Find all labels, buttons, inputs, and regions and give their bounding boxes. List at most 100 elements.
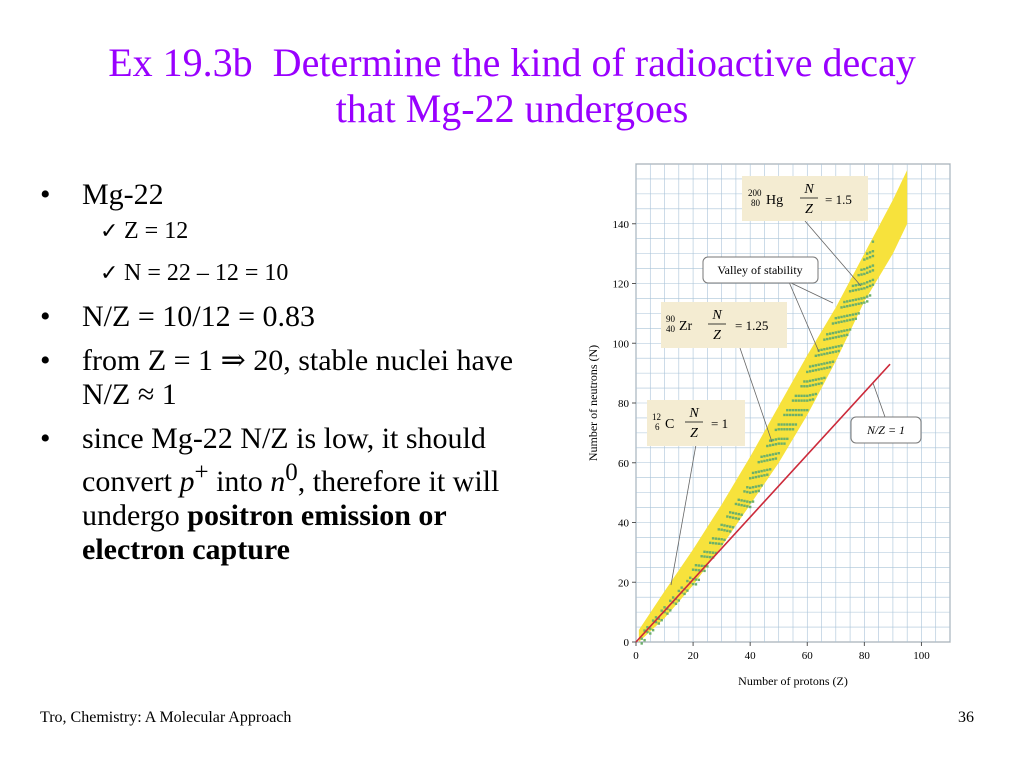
stable-nucleus-point [768,468,772,471]
stable-nucleus-point [646,626,649,629]
stable-nucleus-point [868,265,872,268]
stable-nucleus-point [754,490,758,493]
stable-nucleus-point [797,394,800,398]
stable-nucleus-point [860,287,863,291]
hg-isotope-numbers: 200 80 [748,188,762,208]
y-tick-label: 120 [613,279,630,291]
slide-number: 36 [958,709,974,726]
stable-nucleus-point [846,314,849,317]
stable-nucleus-point [746,505,749,508]
stable-nucleus-point [791,413,795,417]
stable-nucleus-point [714,551,718,555]
valley-leader-1 [788,281,834,304]
zr-frac-n: N [711,308,722,323]
y-tick-label: 40 [618,518,630,530]
stable-nucleus-point [703,569,706,573]
stable-nucleus-point [751,490,755,494]
stable-nucleus-point [831,346,835,349]
stable-nucleus-point [843,300,846,304]
x-tick-label: 100 [913,650,930,662]
stable-nucleus-point [868,284,872,288]
stable-nucleus-point [788,408,792,412]
stable-nucleus-point [794,394,798,398]
c-isotope-numbers: 12 6 [652,412,661,432]
stable-nucleus-point [780,423,783,426]
stable-nucleus-point [757,484,760,488]
stable-nucleus-point [689,576,692,579]
y-axis-ticks: 0 20 40 60 80 100 120 140 [613,219,636,649]
c-frac-n: N [688,406,699,421]
x-tick-label: 40 [745,650,757,662]
stable-nucleus-point [763,459,766,463]
stable-nucleus-point [786,428,789,431]
c-value: = 1 [711,416,728,431]
stable-nuclei [640,240,875,645]
stable-nucleus-point [763,454,766,458]
stable-nucleus-point [806,380,809,383]
stable-nucleus-point [843,319,846,323]
stable-nucleus-point [811,393,815,396]
stable-nucleus-point [794,408,798,412]
stable-nucleus-point [828,361,832,364]
zr-symbol: Zr [679,319,693,334]
stable-nucleus-point [826,347,829,350]
y-axis-label: Number of neutrons (N) [586,345,600,461]
stable-nucleus-point [783,442,786,445]
stable-nucleus-point [840,320,843,323]
valley-callout: Valley of stability [702,256,819,284]
stable-nucleus-point [780,442,783,445]
stable-nucleus-point [831,351,835,354]
x-tick-label: 0 [633,650,639,662]
stable-nucleus-point [768,439,772,442]
stable-nucleus-point [768,458,772,461]
stable-nucleus-point [751,500,755,503]
stable-nucleus-point [643,629,646,632]
stable-nucleus-point [711,541,715,545]
stable-nucleus-point [743,490,746,493]
stable-nucleus-point [774,438,778,441]
stable-nucleus-point [828,351,832,355]
stable-nucleus-point [751,476,755,479]
stable-nucleus-point [866,271,869,274]
stable-nucleus-point [766,459,769,462]
stable-nucleus-point [820,353,823,356]
x-tick-label: 20 [688,650,700,662]
stable-nucleus-point [854,317,857,320]
stable-nucleus-point [811,383,815,387]
stable-nucleus-point [866,300,869,303]
stable-nucleus-point [743,499,746,503]
stable-nucleus-point [737,517,740,521]
stable-nucleus-point [737,503,740,506]
stable-nucleus-point [729,515,732,519]
stable-nucleus-point [846,305,849,308]
hg-symbol: Hg [766,193,783,208]
stable-nucleus-point [808,398,812,402]
bullet-ratio: N/Z = 10/12 = 0.83 [40,300,520,334]
stable-nucleus-point [768,444,772,447]
stable-nucleus-point [837,335,840,338]
implies-arrow: ⇒ [220,344,246,377]
stable-nucleus-point [754,471,758,474]
stable-nucleus-point [714,542,718,545]
stable-nucleus-point [777,437,780,441]
stable-nucleus-point [791,428,795,431]
stable-nucleus-point [754,475,758,479]
stable-nucleus-point [669,599,672,602]
stable-nucleus-point [726,524,729,528]
stable-nucleus-point [808,370,812,373]
stable-nucleus-point [780,437,783,441]
stable-nucleus-point [786,437,789,441]
stable-nucleus-point [726,529,729,533]
stable-nucleus-point [863,272,866,276]
stable-nucleus-point [720,538,723,541]
stable-nucleus-point [806,399,809,402]
stable-nucleus-point [820,377,823,380]
y-tick-label: 100 [613,338,630,350]
stable-nucleus-point [714,537,718,540]
stable-nucleus-point [860,273,863,276]
stable-nucleus-point [669,609,672,612]
stable-nucleus-point [800,399,803,402]
stable-nucleus-point [777,451,780,455]
stable-nucleus-point [871,250,875,253]
stable-nucleus-point [857,288,860,291]
